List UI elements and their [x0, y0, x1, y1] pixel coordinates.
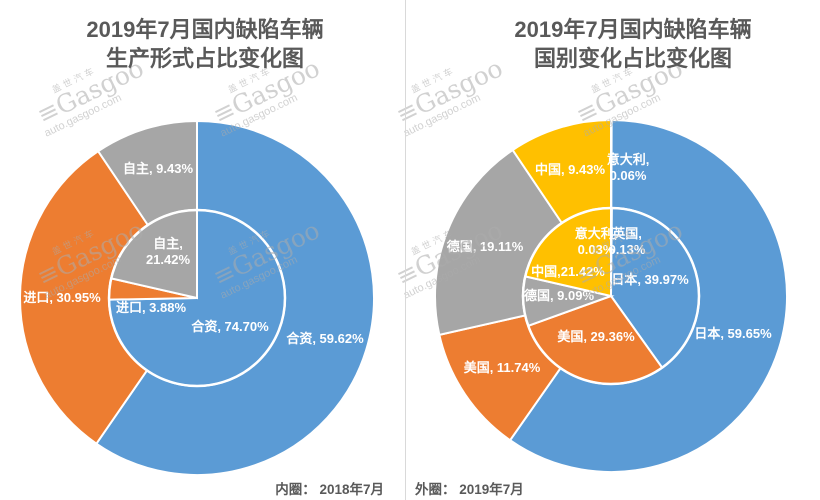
right-chart-title-line1: 2019年7月国内缺陷车辆	[514, 17, 752, 42]
slice-data-label: 中国, 9.43%	[534, 161, 606, 177]
watermark-brand-text: ≡Gasgoo	[571, 215, 688, 292]
watermark-brand-text: ≡Gasgoo	[32, 215, 149, 292]
slice-data-label: 中国,21.42%	[531, 263, 605, 279]
slice-data-label: 日本, 39.97%	[611, 271, 689, 287]
slice-data-label: 英国, 0.13%	[608, 225, 646, 257]
slice-data-label: 美国, 11.74%	[463, 359, 541, 375]
gasgoo-watermark-logo: 盖世汽车 ≡Gasgoo auto.gasgoo.com	[205, 209, 328, 301]
watermark-cn-text: 盖世汽车	[226, 226, 274, 257]
watermark-url-text: auto.gasgoo.com	[581, 92, 663, 140]
chart-divider	[405, 0, 406, 500]
watermark-cn-text: 盖世汽车	[589, 226, 637, 257]
slice-data-label: 合资, 59.62%	[286, 330, 364, 346]
outer-ring-footnote: 外圈： 2019年7月	[415, 482, 524, 497]
watermark-url-text: auto.gasgoo.com	[581, 254, 663, 302]
watermark-cn-text: 盖世汽车	[409, 226, 457, 257]
watermark-brand-text: ≡Gasgoo	[208, 215, 325, 292]
right-chart-title-line2: 国别变化占比变化图	[533, 46, 732, 71]
watermark-brand-text: ≡Gasgoo	[391, 215, 508, 292]
watermark-url-text: auto.gasgoo.com	[218, 254, 300, 302]
watermark-url-text: auto.gasgoo.com	[401, 254, 483, 302]
slice-data-label: 进口, 3.88%	[115, 299, 187, 315]
watermark-cn-text: 盖世汽车	[50, 226, 98, 257]
slice-data-label: 意大利, 0.03%	[574, 225, 618, 257]
left-chart-title-line1: 2019年7月国内缺陷车辆	[86, 17, 324, 42]
slice-data-label: 意大利, 0.06%	[606, 151, 650, 183]
gasgoo-watermark-logo: 盖世汽车 ≡Gasgoo auto.gasgoo.com	[388, 209, 511, 301]
slice-data-label: 合资, 74.70%	[191, 318, 269, 334]
slice-data-label: 德国, 9.09%	[523, 287, 595, 303]
gasgoo-watermark-logo: 盖世汽车 ≡Gasgoo auto.gasgoo.com	[568, 209, 691, 301]
inner-pie-outline	[107, 208, 287, 388]
slice-data-label: 德国, 19.11%	[446, 238, 524, 254]
right-chart-title: 2019年7月国内缺陷车辆 国别变化占比变化图	[428, 15, 820, 73]
left-chart-title: 2019年7月国内缺陷车辆 生产形式占比变化图	[0, 15, 410, 73]
inner-ring-footnote: 内圈： 2018年7月	[275, 482, 384, 497]
slice-data-label: 日本, 59.65%	[694, 325, 772, 341]
slice-data-label: 自主, 9.43%	[122, 160, 194, 176]
watermark-url-text: auto.gasgoo.com	[401, 92, 483, 140]
gasgoo-watermark-logo: 盖世汽车 ≡Gasgoo auto.gasgoo.com	[29, 209, 152, 301]
watermark-url-text: auto.gasgoo.com	[42, 92, 124, 140]
watermark-url-text: auto.gasgoo.com	[42, 254, 124, 302]
inner-pie-outline	[521, 206, 701, 386]
watermark-url-text: auto.gasgoo.com	[218, 92, 300, 140]
slice-data-label: 美国, 29.36%	[557, 328, 635, 344]
slice-data-label: 进口, 30.95%	[23, 289, 101, 305]
left-chart-title-line2: 生产形式占比变化图	[105, 46, 304, 71]
slice-data-label: 自主, 21.42%	[145, 235, 191, 267]
